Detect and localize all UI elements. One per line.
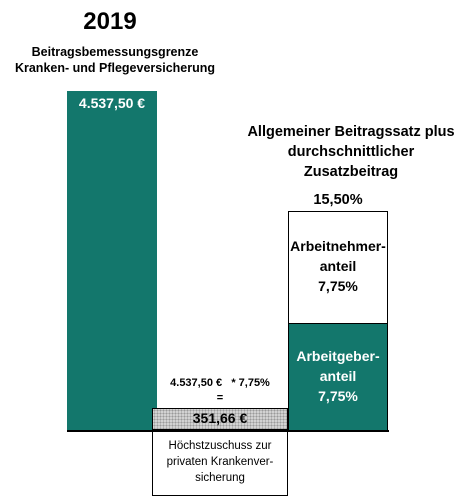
note-box [152,431,288,496]
note-line-2: privaten Krankenver- [166,456,274,468]
subtitle-line-1: Beitragsbemessungsgrenze [31,45,199,59]
note-line-1: Höchstzuschuss zur [168,440,272,452]
chart-title: 2019 [83,8,137,35]
employee-share-name-1: Arbeitnehmer- [290,238,386,254]
employer-share-bar [288,323,388,431]
contribution-limit-bar [67,91,157,431]
rate-total-label: 15,50% [313,192,363,208]
chart-subtitle: Beitragsbemessungsgrenze Kranken- und Pf… [0,44,230,76]
employee-share-name-2: anteil [319,258,357,274]
baseline [67,430,389,432]
employer-share-value: 7,75% [318,388,358,404]
calculation-base: 4.537,50 € [170,377,223,389]
rate-title-line-1: Allgemeiner Beitragssatz plus [247,124,455,140]
calculation-equals: = [216,392,224,404]
note-text: Höchstzuschuss zur privaten Krankenver- … [152,438,288,486]
result-box [152,408,288,430]
calculation-factor: * 7,75% [231,377,270,389]
result-value: 351,66 € [192,410,248,426]
contribution-limit-label: 4.537,50 € [78,95,146,111]
rate-title-line-2: durchschnittlicher [287,144,415,160]
rate-title: Allgemeiner Beitragssatz plus durchschni… [226,122,476,182]
note-line-3: sicherung [195,472,245,484]
employer-share-name-1: Arbeitgeber- [296,348,380,364]
subtitle-line-2: Kranken- und Pflegeversicherung [14,61,216,75]
employee-share-label: Arbeitnehmer- anteil 7,75% [288,236,388,296]
employer-share-name-2: anteil [319,368,357,384]
employee-share-bar [288,211,388,324]
employee-share-value: 7,75% [318,278,358,294]
rate-title-line-3: Zusatzbeitrag [303,164,399,180]
calculation-line: 4.537,50 € * 7,75% [150,377,290,389]
employer-share-label: Arbeitgeber- anteil 7,75% [288,346,388,406]
